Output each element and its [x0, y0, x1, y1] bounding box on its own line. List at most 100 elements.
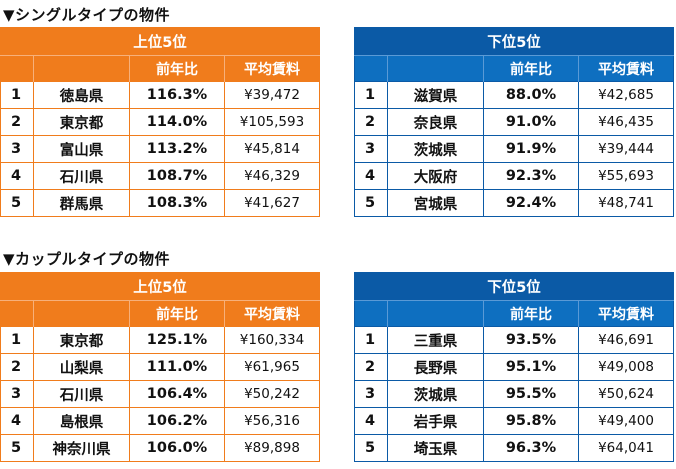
- rank-cell: 3: [0, 135, 34, 163]
- prefecture-cell: 岩手県: [387, 407, 484, 435]
- header-rank-cell: [0, 300, 34, 327]
- table-heading: 上位5位: [0, 272, 320, 301]
- table-row: 2 山梨県 111.0% ¥61,965: [0, 353, 320, 381]
- prefecture-cell: 富山県: [33, 135, 130, 163]
- header-ratio: 前年比: [483, 300, 579, 327]
- prefecture-cell: 群馬県: [33, 189, 130, 217]
- table-row: 1 滋賀県 88.0% ¥42,685: [354, 81, 674, 109]
- yoy-ratio-cell: 92.4%: [483, 189, 579, 217]
- table-row: 3 茨城県 95.5% ¥50,624: [354, 380, 674, 408]
- prefecture-cell: 石川県: [33, 380, 130, 408]
- average-rent-cell: ¥89,898: [224, 434, 320, 462]
- average-rent-cell: ¥64,041: [578, 434, 674, 462]
- rank-cell: 1: [354, 81, 388, 109]
- header-pref-cell: [387, 300, 484, 327]
- average-rent-cell: ¥55,693: [578, 162, 674, 190]
- table-row: 2 東京都 114.0% ¥105,593: [0, 108, 320, 136]
- yoy-ratio-cell: 92.3%: [483, 162, 579, 190]
- header-rent: 平均賃料: [224, 300, 320, 327]
- table-row: 3 石川県 106.4% ¥50,242: [0, 380, 320, 408]
- prefecture-cell: 石川県: [33, 162, 130, 190]
- average-rent-cell: ¥61,965: [224, 353, 320, 381]
- average-rent-cell: ¥48,741: [578, 189, 674, 217]
- prefecture-cell: 徳島県: [33, 81, 130, 109]
- rank-cell: 4: [0, 162, 34, 190]
- table-heading: 下位5位: [354, 272, 674, 301]
- average-rent-cell: ¥105,593: [224, 108, 320, 136]
- header-ratio: 前年比: [483, 55, 579, 82]
- prefecture-cell: 奈良県: [387, 108, 484, 136]
- header-rank-cell: [354, 300, 388, 327]
- table-row: 5 埼玉県 96.3% ¥64,041: [354, 434, 674, 462]
- rank-cell: 1: [0, 81, 34, 109]
- rank-cell: 2: [0, 108, 34, 136]
- average-rent-cell: ¥46,435: [578, 108, 674, 136]
- average-rent-cell: ¥45,814: [224, 135, 320, 163]
- couple-section-title: ▼カップルタイプの物件: [3, 250, 171, 268]
- table-row: 4 大阪府 92.3% ¥55,693: [354, 162, 674, 190]
- header-rent: 平均賃料: [578, 300, 674, 327]
- yoy-ratio-cell: 88.0%: [483, 81, 579, 109]
- yoy-ratio-cell: 113.2%: [129, 135, 225, 163]
- table-row: 1 三重県 93.5% ¥46,691: [354, 326, 674, 354]
- prefecture-cell: 大阪府: [387, 162, 484, 190]
- prefecture-cell: 宮城県: [387, 189, 484, 217]
- rank-cell: 2: [0, 353, 34, 381]
- average-rent-cell: ¥49,400: [578, 407, 674, 435]
- header-rent: 平均賃料: [578, 55, 674, 82]
- yoy-ratio-cell: 95.8%: [483, 407, 579, 435]
- table-row: 2 長野県 95.1% ¥49,008: [354, 353, 674, 381]
- average-rent-cell: ¥46,691: [578, 326, 674, 354]
- rank-cell: 2: [354, 108, 388, 136]
- single-section-title: ▼シングルタイプの物件: [3, 6, 171, 24]
- rank-cell: 3: [0, 380, 34, 408]
- prefecture-cell: 東京都: [33, 326, 130, 354]
- yoy-ratio-cell: 91.0%: [483, 108, 579, 136]
- table-row: 2 奈良県 91.0% ¥46,435: [354, 108, 674, 136]
- average-rent-cell: ¥50,624: [578, 380, 674, 408]
- rank-cell: 5: [0, 189, 34, 217]
- table-row: 5 群馬県 108.3% ¥41,627: [0, 189, 320, 217]
- rank-cell: 3: [354, 380, 388, 408]
- header-pref-cell: [33, 300, 130, 327]
- average-rent-cell: ¥46,329: [224, 162, 320, 190]
- average-rent-cell: ¥56,316: [224, 407, 320, 435]
- rank-cell: 4: [354, 162, 388, 190]
- yoy-ratio-cell: 106.4%: [129, 380, 225, 408]
- table-row: 5 宮城県 92.4% ¥48,741: [354, 189, 674, 217]
- prefecture-cell: 神奈川県: [33, 434, 130, 462]
- yoy-ratio-cell: 116.3%: [129, 81, 225, 109]
- yoy-ratio-cell: 111.0%: [129, 353, 225, 381]
- rank-cell: 3: [354, 135, 388, 163]
- single-bottom5-table: 下位5位 前年比 平均賃料 1 滋賀県 88.0% ¥42,685 2 奈良県 91.0% ¥46,…: [354, 27, 674, 217]
- yoy-ratio-cell: 114.0%: [129, 108, 225, 136]
- table-row: 1 徳島県 116.3% ¥39,472: [0, 81, 320, 109]
- single-top5-table: 上位5位 前年比 平均賃料 1 徳島県 116.3% ¥39,472 2 東京都 114.0% ¥1…: [0, 27, 320, 217]
- average-rent-cell: ¥49,008: [578, 353, 674, 381]
- prefecture-cell: 山梨県: [33, 353, 130, 381]
- prefecture-cell: 茨城県: [387, 380, 484, 408]
- header-pref-cell: [33, 55, 130, 82]
- yoy-ratio-cell: 93.5%: [483, 326, 579, 354]
- average-rent-cell: ¥42,685: [578, 81, 674, 109]
- table-row: 4 石川県 108.7% ¥46,329: [0, 162, 320, 190]
- table-heading: 上位5位: [0, 27, 320, 56]
- table-row: 3 茨城県 91.9% ¥39,444: [354, 135, 674, 163]
- yoy-ratio-cell: 95.5%: [483, 380, 579, 408]
- rank-cell: 4: [0, 407, 34, 435]
- yoy-ratio-cell: 106.2%: [129, 407, 225, 435]
- header-pref-cell: [387, 55, 484, 82]
- average-rent-cell: ¥41,627: [224, 189, 320, 217]
- header-rent: 平均賃料: [224, 55, 320, 82]
- yoy-ratio-cell: 91.9%: [483, 135, 579, 163]
- yoy-ratio-cell: 125.1%: [129, 326, 225, 354]
- average-rent-cell: ¥160,334: [224, 326, 320, 354]
- prefecture-cell: 東京都: [33, 108, 130, 136]
- prefecture-cell: 長野県: [387, 353, 484, 381]
- table-row: 4 岩手県 95.8% ¥49,400: [354, 407, 674, 435]
- table-heading: 下位5位: [354, 27, 674, 56]
- prefecture-cell: 埼玉県: [387, 434, 484, 462]
- rank-cell: 2: [354, 353, 388, 381]
- table-row: 4 島根県 106.2% ¥56,316: [0, 407, 320, 435]
- header-rank-cell: [0, 55, 34, 82]
